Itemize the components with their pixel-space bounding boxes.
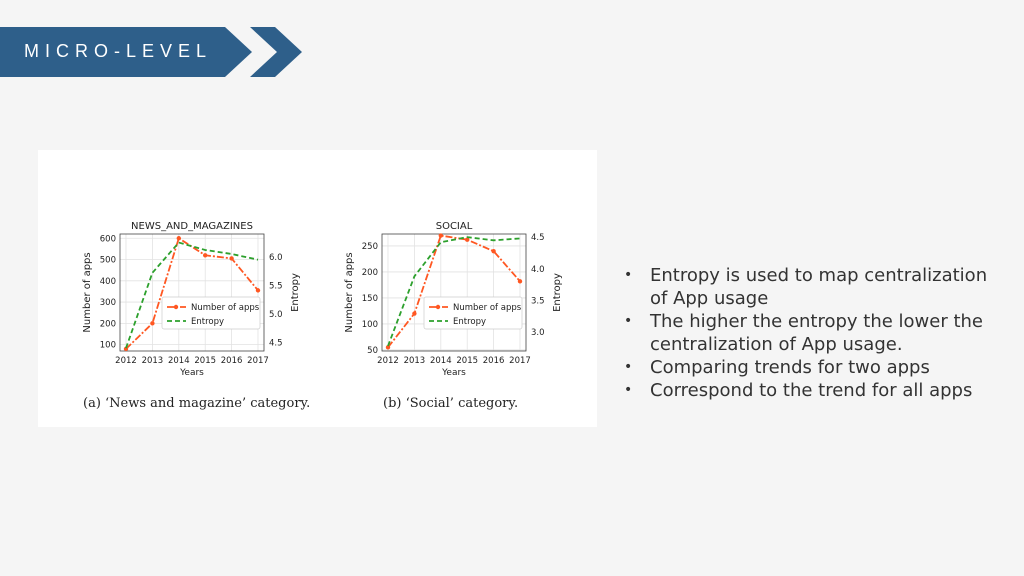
legend-marker bbox=[435, 304, 441, 310]
legend-label: Number of apps bbox=[453, 303, 522, 313]
plot-frame bbox=[381, 233, 527, 352]
y-tick-label: 100 bbox=[362, 320, 378, 330]
x-tick-label: 2017 bbox=[509, 356, 531, 366]
x-tick-label: 2015 bbox=[194, 356, 216, 366]
legend-marker bbox=[173, 304, 179, 310]
y2-tick-label: 5.5 bbox=[269, 281, 283, 291]
y-tick-label: 100 bbox=[100, 341, 116, 351]
series-line-apps bbox=[387, 234, 521, 348]
x-tick-label: 2014 bbox=[430, 356, 452, 366]
x-tick-label: 2015 bbox=[456, 356, 478, 366]
y-axis-label: Number of apps bbox=[344, 252, 355, 332]
plot-frame bbox=[119, 233, 265, 352]
legend-box bbox=[423, 296, 523, 330]
caption-a: (a) ‘News and magazine’ category. bbox=[83, 396, 311, 411]
caption-b: (b) ‘Social’ category. bbox=[383, 396, 519, 411]
data-point-apps bbox=[412, 311, 417, 316]
bullet-item: Comparing trends for two apps bbox=[624, 356, 1004, 379]
x-tick-label: 2016 bbox=[221, 356, 243, 366]
y-tick-label: 250 bbox=[362, 242, 378, 252]
y2-tick-label: 3.0 bbox=[531, 328, 545, 338]
y-tick-label: 400 bbox=[100, 277, 116, 287]
x-axis-label: Years bbox=[179, 368, 204, 378]
bullet-item: Entropy is used to map centralization of… bbox=[624, 264, 1004, 310]
bullet-item: Correspond to the trend for all apps bbox=[624, 379, 1004, 402]
y-tick-label: 200 bbox=[100, 319, 116, 329]
y2-tick-label: 3.5 bbox=[531, 296, 545, 306]
data-point-apps bbox=[465, 237, 470, 242]
x-tick-label: 2016 bbox=[483, 356, 505, 366]
chart-social: SOCIAL 50 100 150 200 250 3.0 3.5 4.0 4.5 2012 2013… bbox=[344, 221, 563, 378]
data-point-apps bbox=[438, 233, 443, 238]
series-line-entropy bbox=[125, 241, 259, 349]
data-point-apps bbox=[517, 279, 523, 284]
section-title: MICRO-LEVEL bbox=[24, 41, 213, 61]
x-tick-label: 2017 bbox=[247, 356, 269, 366]
data-point-apps bbox=[123, 346, 129, 352]
y-tick-label: 500 bbox=[100, 256, 116, 266]
banner-arrow-shape bbox=[0, 27, 302, 77]
data-point-apps bbox=[176, 236, 181, 241]
legend-label: Entropy bbox=[453, 317, 486, 327]
bullet-item: The higher the entropy the lower the cen… bbox=[624, 310, 1004, 356]
data-point-apps bbox=[385, 345, 391, 350]
chart-title: SOCIAL bbox=[436, 221, 473, 232]
x-tick-label: 2012 bbox=[115, 356, 137, 366]
x-tick-label: 2014 bbox=[168, 356, 190, 366]
bullet-list: Entropy is used to map centralization of… bbox=[624, 264, 1004, 402]
y-tick-label: 150 bbox=[362, 294, 378, 304]
x-tick-label: 2013 bbox=[404, 356, 426, 366]
data-point-apps bbox=[255, 288, 261, 293]
series-line-apps bbox=[125, 236, 259, 350]
y-tick-label: 200 bbox=[362, 268, 378, 278]
data-point-apps bbox=[491, 248, 496, 254]
legend-label: Entropy bbox=[191, 317, 224, 327]
legend-box bbox=[161, 296, 261, 330]
y2-tick-label: 4.0 bbox=[531, 265, 545, 275]
y-tick-label: 300 bbox=[100, 298, 116, 308]
y2-axis-label: Entropy bbox=[552, 273, 563, 312]
data-point-apps bbox=[203, 253, 208, 258]
y-tick-label: 600 bbox=[100, 234, 116, 244]
y2-tick-label: 5.0 bbox=[269, 310, 283, 320]
y2-tick-label: 4.5 bbox=[531, 233, 545, 243]
data-point-apps bbox=[229, 256, 234, 261]
x-tick-label: 2013 bbox=[142, 356, 164, 366]
series-line-entropy bbox=[387, 236, 521, 347]
y2-tick-label: 6.0 bbox=[269, 253, 283, 263]
figure-panel: NEWS_AND_MAGAZINES 100 200 300 400 500 600 4.5 5… bbox=[38, 150, 597, 427]
chart-news-magazines: NEWS_AND_MAGAZINES 100 200 300 400 500 600 4.5 5… bbox=[82, 221, 301, 378]
data-point-apps bbox=[150, 321, 155, 326]
x-tick-label: 2012 bbox=[377, 356, 399, 366]
legend-label: Number of apps bbox=[191, 303, 260, 313]
y-axis-label: Number of apps bbox=[82, 252, 93, 332]
y-tick-label: 50 bbox=[367, 346, 378, 356]
x-axis-label: Years bbox=[441, 368, 466, 378]
section-banner: MICRO-LEVEL bbox=[0, 27, 302, 77]
chart-title: NEWS_AND_MAGAZINES bbox=[131, 221, 253, 232]
y2-tick-label: 4.5 bbox=[269, 338, 283, 348]
y2-axis-label: Entropy bbox=[290, 273, 301, 312]
